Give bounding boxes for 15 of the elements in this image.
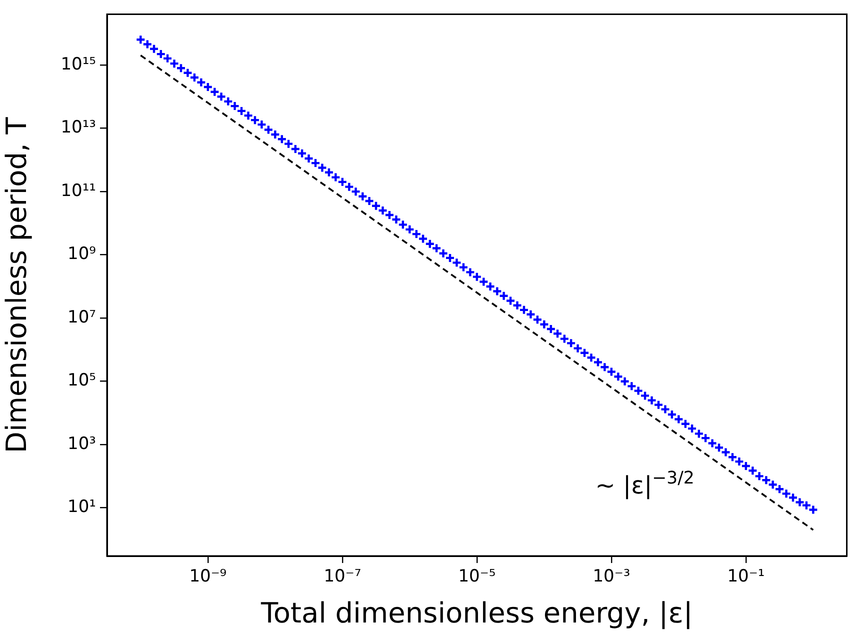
y-tick-label: 10⁵ xyxy=(68,370,96,391)
y-tick-label: 10³ xyxy=(68,434,96,454)
y-tick-label: 10⁹ xyxy=(68,244,96,264)
x-tick-label: 10⁻⁹ xyxy=(189,566,227,587)
y-tick-label: 10¹⁵ xyxy=(60,54,96,74)
x-tick-label: 10⁻⁷ xyxy=(324,566,362,587)
y-axis-title: Dimensionless period, T xyxy=(0,116,34,454)
y-tick-label: 10¹³ xyxy=(60,118,96,138)
x-axis-title: Total dimensionless energy, |ε| xyxy=(260,596,693,630)
x-tick-label: 10⁻⁵ xyxy=(458,566,496,587)
x-tick-label: 10⁻³ xyxy=(592,566,630,587)
y-tick-label: 10⁷ xyxy=(68,307,96,328)
y-tick-label: 10¹ xyxy=(68,497,96,518)
y-tick-label: 10¹¹ xyxy=(60,180,96,201)
x-tick-label: 10⁻¹ xyxy=(727,566,765,587)
